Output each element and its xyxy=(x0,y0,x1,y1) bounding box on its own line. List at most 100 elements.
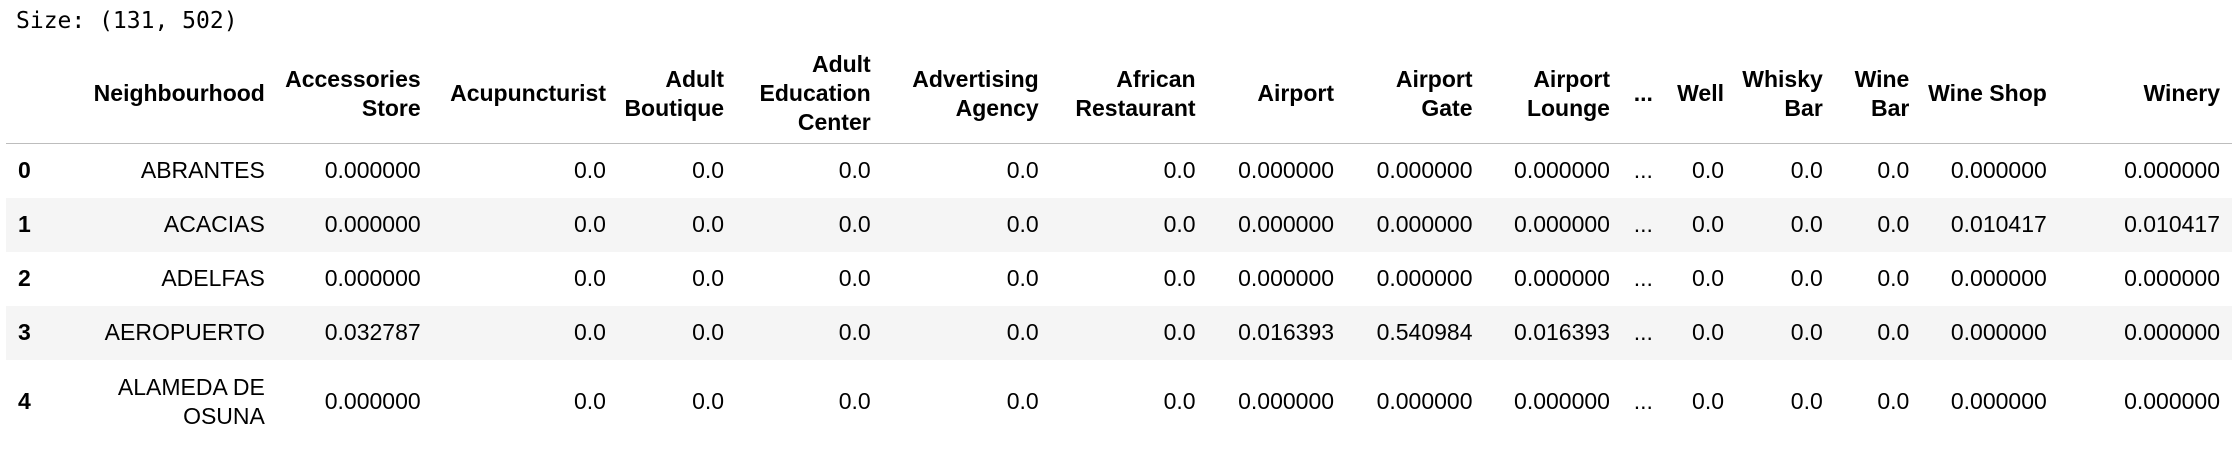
column-header: Wine Shop xyxy=(1921,44,2059,144)
column-header: Acupuncturist xyxy=(432,44,618,144)
table-cell: 0.016393 xyxy=(1514,319,1610,345)
table-cell: 0.0 xyxy=(838,319,871,345)
table-cell: 0.000000 xyxy=(324,211,421,237)
table-cell: AEROPUERTO xyxy=(104,319,265,345)
table-cell: 0.0 xyxy=(1877,265,1910,291)
table-cell: 0.0 xyxy=(1163,211,1196,237)
table-cell-ellipsis: ... xyxy=(1633,265,1653,291)
table-cell: 0.0 xyxy=(1692,265,1725,291)
column-header: Adult Education Center xyxy=(736,44,883,144)
table-cell: 0.0 xyxy=(692,388,725,414)
table-cell: 0.000000 xyxy=(1514,265,1610,291)
table-cell: 0.0 xyxy=(1790,211,1823,237)
column-header: Airport Lounge xyxy=(1484,44,1622,144)
table-cell: 0.000000 xyxy=(1376,211,1473,237)
column-header-ellipsis: ... xyxy=(1621,44,1665,144)
table-cell: 0.0 xyxy=(1692,319,1725,345)
table-cell: 0.000000 xyxy=(324,265,421,291)
table-cell: 0.0 xyxy=(692,265,725,291)
table-cell: 0.000000 xyxy=(1238,157,1335,184)
table-cell: 0.0 xyxy=(1006,157,1039,184)
table-cell-ellipsis: ... xyxy=(1633,211,1653,237)
table-cell: 0.0 xyxy=(1790,157,1823,184)
row-index: 0 xyxy=(18,157,31,184)
row-index: 3 xyxy=(18,319,31,345)
output-size-text: Size: (131, 502) xyxy=(16,8,238,34)
table-cell: 0.0 xyxy=(1790,388,1823,414)
table-cell: 0.0 xyxy=(574,211,606,237)
column-header: Wine Bar xyxy=(1834,44,1922,144)
table-cell: 0.000000 xyxy=(1238,265,1335,291)
column-header: Winery xyxy=(2058,44,2232,144)
table-cell: 0.000000 xyxy=(1514,157,1610,184)
table-cell: 0.000000 xyxy=(1376,157,1473,184)
table-cell: 0.000000 xyxy=(1238,211,1335,237)
table-cell: 0.000000 xyxy=(324,157,421,184)
table-row: 1 ACACIAS 0.000000 0.0 0.0 0.0 0.0 0.0 0… xyxy=(6,197,2232,252)
table-cell: 0.010417 xyxy=(2124,211,2220,237)
table-cell: 0.0 xyxy=(1006,388,1039,414)
table-cell: 0.000000 xyxy=(1950,319,2047,345)
table-cell: 0.0 xyxy=(1692,157,1725,184)
table-cell: 0.0 xyxy=(1877,319,1910,345)
table-cell: 0.000000 xyxy=(324,388,421,414)
table-cell: 0.0 xyxy=(574,388,606,414)
dataframe-table: Neighbourhood Accessories Store Acupunct… xyxy=(6,44,2232,444)
table-cell: 0.0 xyxy=(838,388,871,414)
table-cell: 0.0 xyxy=(1006,211,1039,237)
column-header: Neighbourhood xyxy=(44,44,277,144)
table-cell: 0.000000 xyxy=(1950,388,2047,414)
table-cell: 0.000000 xyxy=(1376,265,1473,291)
table-cell: 0.000000 xyxy=(1238,388,1335,414)
row-index: 4 xyxy=(18,388,31,414)
table-cell-ellipsis: ... xyxy=(1633,157,1653,184)
column-header: Adult Boutique xyxy=(617,44,737,144)
table-cell: 0.032787 xyxy=(324,319,421,345)
table-cell: 0.0 xyxy=(1163,265,1196,291)
column-header: Advertising Agency xyxy=(882,44,1051,144)
table-cell: ADELFAS xyxy=(161,265,265,291)
column-header: Airport xyxy=(1207,44,1347,144)
table-cell: 0.0 xyxy=(838,265,871,291)
table-cell: 0.0 xyxy=(1877,157,1910,184)
table-cell: ABRANTES xyxy=(140,157,265,184)
row-index: 1 xyxy=(18,211,31,237)
table-cell: 0.000000 xyxy=(2124,157,2220,184)
table-cell: 0.010417 xyxy=(1950,211,2047,237)
table-cell: ALAMEDA DE OSUNA xyxy=(117,373,265,429)
table-row: 2 ADELFAS 0.000000 0.0 0.0 0.0 0.0 0.0 0… xyxy=(6,252,2232,306)
table-cell: 0.0 xyxy=(574,265,606,291)
table-cell: 0.0 xyxy=(1163,388,1196,414)
table-cell: 0.0 xyxy=(1692,211,1725,237)
table-cell: 0.0 xyxy=(1877,211,1910,237)
table-cell: 0.000000 xyxy=(1514,388,1610,414)
column-header: Well xyxy=(1664,44,1737,144)
table-cell: 0.016393 xyxy=(1238,319,1335,345)
table-cell: 0.0 xyxy=(692,211,725,237)
table-cell: 0.0 xyxy=(574,157,606,184)
table-cell-ellipsis: ... xyxy=(1633,319,1653,345)
table-cell: 0.000000 xyxy=(1950,157,2047,184)
column-header: African Restaurant xyxy=(1050,44,1208,144)
table-cell: 0.0 xyxy=(1006,319,1039,345)
table-row: 0 ABRANTES 0.000000 0.0 0.0 0.0 0.0 0.0 … xyxy=(6,144,2232,198)
header-row: Neighbourhood Accessories Store Acupunct… xyxy=(6,44,2232,144)
table-cell: 0.0 xyxy=(1790,319,1823,345)
table-cell: 0.0 xyxy=(838,211,871,237)
column-header: Accessories Store xyxy=(276,44,433,144)
table-cell: ACACIAS xyxy=(163,211,265,237)
table-cell: 0.0 xyxy=(1163,157,1196,184)
table-cell: 0.0 xyxy=(1006,265,1039,291)
table-cell: 0.0 xyxy=(1877,388,1910,414)
table-cell: 0.000000 xyxy=(2124,265,2220,291)
row-index: 2 xyxy=(18,265,31,291)
table-cell: 0.540984 xyxy=(1376,319,1473,345)
table-cell: 0.0 xyxy=(1692,388,1725,414)
column-header: Airport Gate xyxy=(1346,44,1485,144)
table-cell: 0.0 xyxy=(692,157,725,184)
table-cell: 0.000000 xyxy=(1514,211,1610,237)
index-header xyxy=(6,44,45,144)
table-row: 3 AEROPUERTO 0.032787 0.0 0.0 0.0 0.0 0.… xyxy=(6,305,2232,360)
table-cell-ellipsis: ... xyxy=(1633,388,1653,414)
table-cell: 0.0 xyxy=(692,319,725,345)
